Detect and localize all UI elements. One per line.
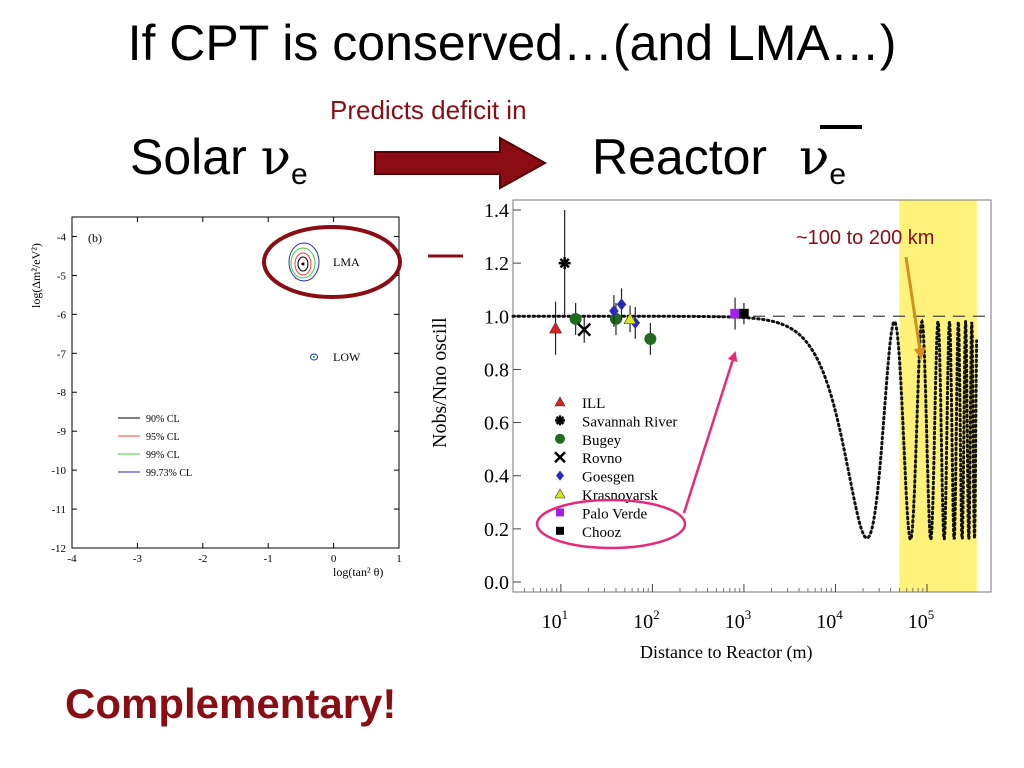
reactor-antineutrino-label: Reactor νe	[592, 128, 846, 192]
right-y-tick-label: 0.2	[484, 519, 509, 541]
legend-marker-palo-verde	[556, 508, 564, 517]
right-y-tick-label: 0.6	[484, 413, 509, 435]
legend-marker-ill	[554, 396, 566, 407]
contour-legend-label: 99.73% CL	[146, 468, 192, 479]
left-y-tick-label: -6	[57, 309, 67, 321]
legend-label-palo-verde: Palo Verde	[582, 506, 647, 522]
legend-marker-chooz	[556, 526, 564, 535]
left-x-tick-label: -4	[67, 553, 77, 565]
nu-bar-symbol: ν	[798, 128, 830, 186]
right-y-tick-label: 1.2	[484, 253, 509, 275]
solar-word: Solar	[130, 129, 247, 185]
contour-legend-label: 95% CL	[146, 432, 180, 443]
right-x-tick-label: 105	[908, 607, 935, 633]
left-y-tick-label: -4	[57, 231, 67, 243]
slide-title: If CPT is conserved…(and LMA…)	[127, 15, 897, 71]
legend-marker-rovno	[554, 451, 566, 464]
nu-subscript: e	[291, 158, 308, 191]
left-x-tick-label: -3	[133, 553, 143, 565]
legend-marker-krasnoyarsk	[554, 488, 566, 499]
legend-marker-savannah-river	[555, 415, 565, 425]
left-x-tick-label: 0	[331, 553, 337, 565]
left-y-tick-label: -11	[52, 504, 66, 516]
left-y-tick-label: -9	[57, 426, 67, 438]
panel-label: (b)	[88, 231, 102, 245]
reactor-word: Reactor	[592, 129, 768, 185]
range-note: ~100 to 200 km	[796, 227, 934, 249]
band-pointer-arrow	[904, 256, 926, 360]
left-ylabel: log(Δm²/eV²)	[29, 243, 43, 308]
data-point-goesgen	[616, 298, 627, 311]
data-point-rovno	[577, 322, 592, 337]
right-x-tick-exponent: 4	[836, 607, 843, 622]
legend-pointer-arrow	[682, 351, 738, 514]
data-points	[549, 210, 749, 355]
legend-highlight-ring	[535, 498, 687, 550]
data-point-palo-verde	[730, 308, 740, 319]
data-point-goesgen	[609, 304, 619, 317]
right-x-tick-label: 101	[542, 607, 569, 633]
right-x-tick-label: 103	[725, 607, 752, 633]
data-point-krasnoyarsk	[623, 312, 637, 325]
right-y-tick-label: 1.0	[484, 306, 509, 328]
data-point-bugey	[644, 332, 657, 345]
left-x-tick-label: -1	[264, 553, 273, 565]
legend-marker-goesgen	[556, 470, 564, 481]
nu-bar-subscript: e	[829, 158, 847, 191]
lma-region-label: LMA	[333, 255, 360, 269]
solar-neutrino-label: Solar νe	[130, 128, 308, 192]
right-y-tick-label: 0.0	[484, 572, 509, 594]
left-x-tick-label: 1	[396, 553, 402, 565]
lma-contours	[288, 242, 320, 282]
right-plot-frame	[512, 199, 992, 593]
right-xlabel: Distance to Reactor (m)	[640, 642, 812, 663]
legend-marker-bugey	[555, 433, 565, 444]
left-x-tick-label: -2	[198, 553, 207, 565]
right-x-tick-label: 102	[633, 607, 660, 633]
right-y-tick-label: 1.4	[484, 200, 509, 222]
right-y-tick-label: 0.4	[484, 466, 509, 488]
nu-symbol: ν	[260, 128, 292, 186]
left-plot-frame	[71, 216, 400, 549]
conclusion-text: Complementary!	[65, 680, 397, 727]
legend-label-goesgen: Goesgen	[582, 470, 635, 486]
right-ylabel: Nobs/Nno oscill	[429, 317, 451, 448]
lma-highlight-ring	[262, 225, 402, 299]
data-point-bugey	[569, 312, 582, 325]
left-y-tick-label: -12	[51, 543, 66, 555]
low-region-label: LOW	[333, 350, 361, 364]
solar-contour-plot: -4 -3 -2 -1 0 1-4-5-6-7-8-9-10-11-12 (b) LMA …	[29, 216, 402, 579]
predicts-arrow	[374, 136, 548, 190]
data-point-savannah-river	[559, 258, 570, 269]
predicts-label: Predicts deficit in	[330, 95, 527, 125]
legend-label-chooz: Chooz	[582, 525, 622, 541]
data-point-chooz	[739, 308, 749, 319]
contour-legend-label: 99% CL	[146, 450, 180, 461]
right-y-tick-label: 0.8	[484, 359, 509, 381]
left-y-tick-label: -10	[51, 465, 66, 477]
right-x-tick-exponent: 5	[928, 607, 935, 622]
right-x-tick-exponent: 1	[562, 607, 569, 622]
left-xlabel: log(tan² θ)	[333, 565, 383, 579]
left-y-tick-label: -7	[57, 348, 67, 360]
left-y-tick-label: -8	[57, 387, 67, 399]
contour-legend-label: 90% CL	[146, 414, 180, 425]
data-point-bugey	[609, 312, 622, 325]
legend-label-savannah-river: Savannah River	[582, 414, 677, 430]
contour-legend: 90% CL 95% CL 99% CL 99.73% CL	[118, 414, 192, 479]
left-y-tick-label: -5	[57, 270, 67, 282]
right-x-tick-exponent: 3	[745, 607, 752, 622]
legend-label-rovno: Rovno	[582, 451, 622, 467]
legend-label-bugey: Bugey	[582, 433, 622, 449]
right-x-tick-exponent: 2	[653, 607, 660, 622]
right-x-tick-label: 104	[816, 607, 843, 633]
low-contours	[310, 353, 318, 361]
legend-label-ill: ILL	[582, 396, 605, 412]
data-point-ill	[549, 321, 563, 334]
left-plot-ticks: -4 -3 -2 -1 0 1-4-5-6-7-8-9-10-11-12	[51, 217, 402, 565]
